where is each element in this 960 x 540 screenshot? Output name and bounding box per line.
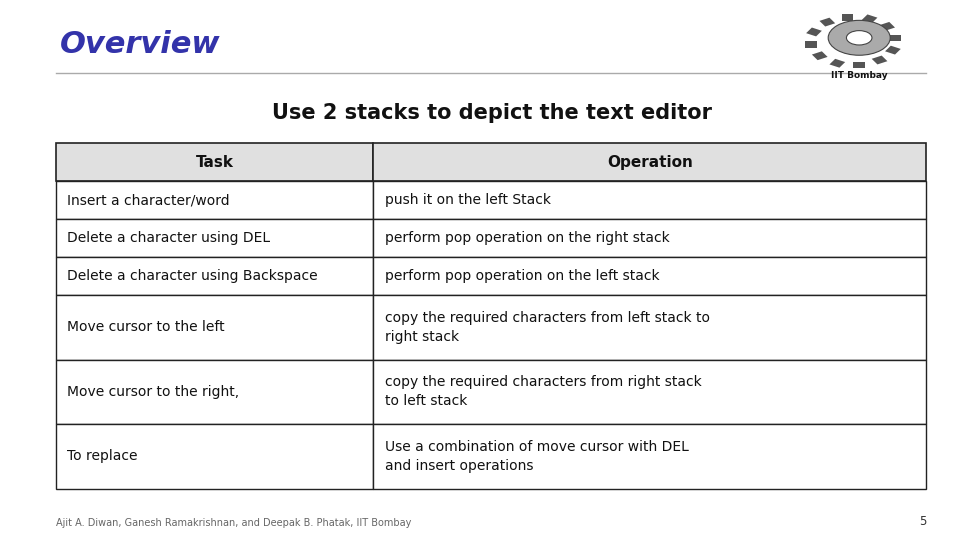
- Text: copy the required characters from right stack
to left stack: copy the required characters from right …: [385, 375, 702, 408]
- Bar: [829, 59, 845, 68]
- Text: Insert a character/word: Insert a character/word: [67, 193, 229, 207]
- Bar: [56, 360, 373, 424]
- Circle shape: [828, 21, 890, 55]
- Bar: [842, 14, 853, 21]
- Bar: [820, 18, 835, 26]
- Bar: [812, 51, 828, 60]
- Text: 5: 5: [919, 515, 926, 528]
- Bar: [373, 143, 926, 181]
- Text: IIT Bombay: IIT Bombay: [831, 71, 887, 80]
- Text: Delete a character using DEL: Delete a character using DEL: [67, 231, 271, 245]
- Text: copy the required characters from left stack to
right stack: copy the required characters from left s…: [385, 311, 710, 344]
- Bar: [56, 219, 373, 257]
- Bar: [885, 46, 900, 55]
- Bar: [853, 62, 865, 68]
- Text: Use 2 stacks to depict the text editor: Use 2 stacks to depict the text editor: [272, 103, 711, 123]
- Bar: [373, 219, 926, 257]
- Bar: [56, 424, 373, 489]
- Bar: [373, 257, 926, 295]
- Bar: [56, 257, 373, 295]
- Bar: [373, 360, 926, 424]
- Bar: [373, 181, 926, 219]
- Text: Move cursor to the left: Move cursor to the left: [67, 320, 225, 334]
- Bar: [56, 181, 373, 219]
- Text: Move cursor to the right,: Move cursor to the right,: [67, 385, 239, 399]
- Text: Operation: Operation: [607, 154, 693, 170]
- Text: To replace: To replace: [67, 449, 137, 463]
- Text: push it on the left Stack: push it on the left Stack: [385, 193, 551, 207]
- Bar: [56, 295, 373, 360]
- Text: Use a combination of move cursor with DEL
and insert operations: Use a combination of move cursor with DE…: [385, 440, 689, 473]
- Text: perform pop operation on the left stack: perform pop operation on the left stack: [385, 269, 660, 283]
- Bar: [862, 15, 877, 23]
- Circle shape: [847, 31, 872, 45]
- Bar: [373, 295, 926, 360]
- Text: Overview: Overview: [60, 30, 220, 59]
- Text: Task: Task: [196, 154, 233, 170]
- Bar: [890, 35, 901, 41]
- Text: perform pop operation on the right stack: perform pop operation on the right stack: [385, 231, 670, 245]
- Bar: [373, 424, 926, 489]
- Text: Delete a character using Backspace: Delete a character using Backspace: [67, 269, 318, 283]
- Text: Ajit A. Diwan, Ganesh Ramakrishnan, and Deepak B. Phatak, IIT Bombay: Ajit A. Diwan, Ganesh Ramakrishnan, and …: [56, 518, 411, 528]
- Bar: [805, 41, 817, 48]
- Bar: [879, 22, 895, 31]
- Bar: [806, 28, 822, 36]
- Bar: [56, 143, 373, 181]
- Bar: [872, 56, 887, 64]
